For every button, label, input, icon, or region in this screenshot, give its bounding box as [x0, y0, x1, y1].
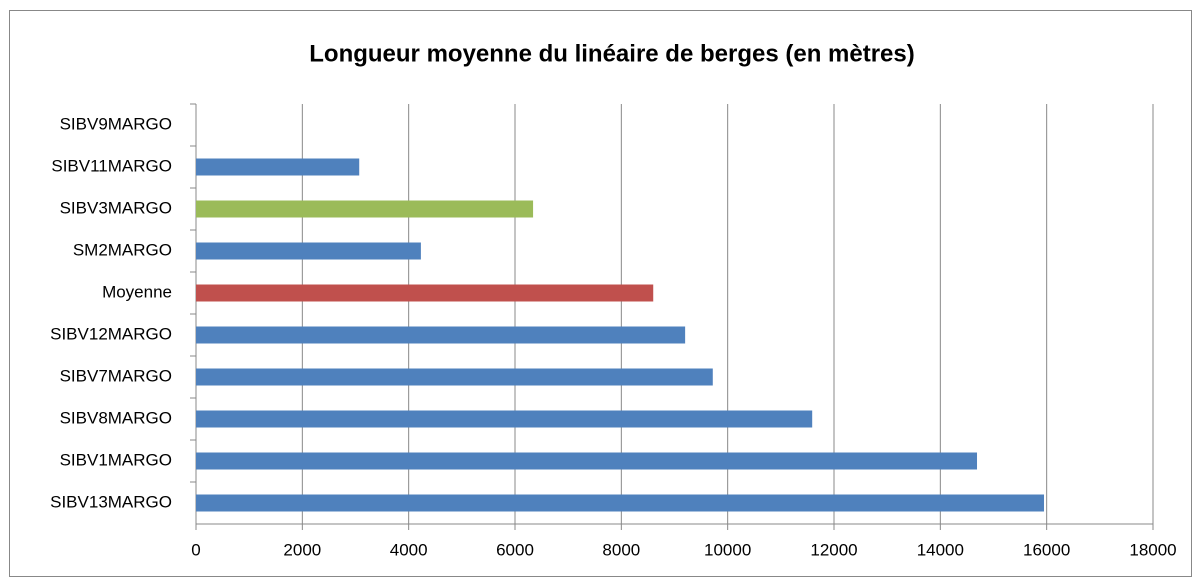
- bar: [196, 494, 1045, 512]
- y-tick-label: SIBV13MARGO: [50, 492, 172, 511]
- y-tick-label: SIBV12MARGO: [50, 324, 172, 343]
- x-tick-label: 14000: [917, 540, 964, 559]
- bar: [196, 158, 360, 176]
- x-tick-label: 2000: [283, 540, 321, 559]
- bar: [196, 200, 534, 218]
- x-tick-label: 10000: [704, 540, 751, 559]
- y-tick-label: SM2MARGO: [73, 240, 172, 259]
- x-tick-label: 18000: [1129, 540, 1176, 559]
- bar: [196, 452, 978, 470]
- bar: [196, 284, 654, 302]
- x-tick-label: 6000: [496, 540, 534, 559]
- y-tick-label: SIBV7MARGO: [60, 366, 172, 385]
- y-tick-label: Moyenne: [102, 282, 172, 301]
- x-tick-label: 12000: [810, 540, 857, 559]
- bar: [196, 242, 421, 260]
- bar: [196, 326, 686, 344]
- x-tick-label: 8000: [602, 540, 640, 559]
- y-tick-label: SIBV9MARGO: [60, 114, 172, 133]
- x-tick-label: 4000: [390, 540, 428, 559]
- y-tick-label: SIBV1MARGO: [60, 450, 172, 469]
- chart-title: Longueur moyenne du linéaire de berges (…: [309, 40, 914, 67]
- x-tick-label: 0: [191, 540, 200, 559]
- y-tick-label: SIBV8MARGO: [60, 408, 172, 427]
- y-tick-label: SIBV11MARGO: [51, 156, 172, 175]
- bar: [196, 368, 713, 386]
- bar: [196, 410, 813, 428]
- y-tick-label: SIBV3MARGO: [60, 198, 172, 217]
- x-tick-label: 16000: [1023, 540, 1070, 559]
